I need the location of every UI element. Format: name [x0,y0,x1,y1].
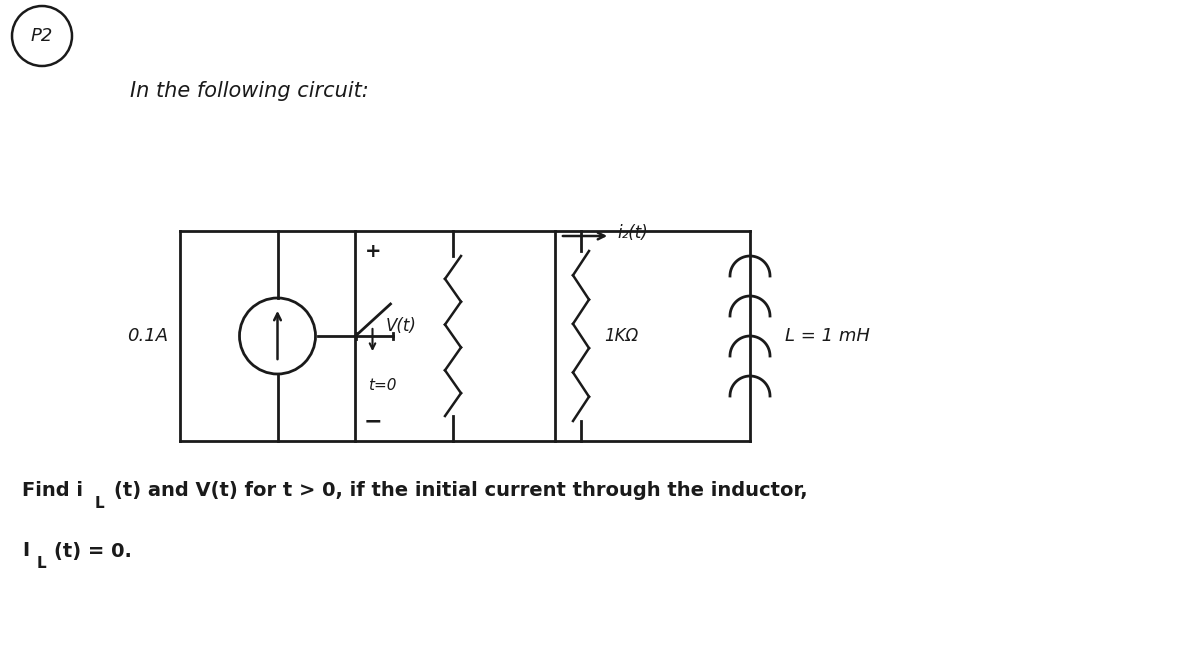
Text: Find i: Find i [22,481,83,501]
Text: (t) = 0.: (t) = 0. [54,541,132,561]
Text: In the following circuit:: In the following circuit: [130,81,368,101]
Text: P2: P2 [31,27,53,45]
Text: +: + [365,242,382,260]
Text: i₂(t): i₂(t) [617,224,648,242]
Text: −: − [364,411,383,431]
Text: L = 1 mH: L = 1 mH [785,327,870,345]
Text: 0.1A: 0.1A [127,327,168,345]
Text: L: L [36,556,46,570]
Text: V(t): V(t) [386,317,418,335]
Text: L: L [95,495,104,510]
Text: I: I [22,541,29,561]
Text: t=0: t=0 [368,378,397,393]
Text: 1KΩ: 1KΩ [604,327,638,345]
Text: (t) and V(t) for t > 0, if the initial current through the inductor,: (t) and V(t) for t > 0, if the initial c… [114,481,808,501]
